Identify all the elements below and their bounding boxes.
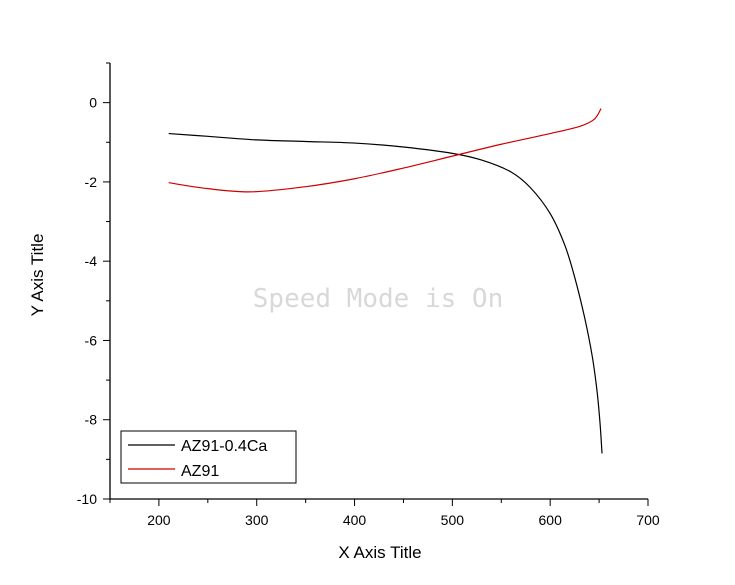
x-tick-label: 500 xyxy=(441,512,465,528)
legend-box xyxy=(120,430,297,484)
x-tick-label: 300 xyxy=(245,512,269,528)
legend: AZ91-0.4Ca AZ91 xyxy=(120,430,297,484)
y-tick-label: -8 xyxy=(85,412,98,428)
y-tick-label: -10 xyxy=(77,491,97,507)
x-tick-label: 600 xyxy=(539,512,563,528)
series-line-az91-0.4ca xyxy=(168,132,603,454)
x-tick-label: 700 xyxy=(636,512,660,528)
x-axis-title: X Axis Title xyxy=(338,543,421,562)
y-tick-label: 0 xyxy=(89,95,97,111)
y-tick-label: -4 xyxy=(85,253,98,269)
legend-label-az91-0.4ca: AZ91-0.4Ca xyxy=(181,438,267,455)
legend-label-az91: AZ91 xyxy=(181,463,219,480)
axes: 200 300 400 500 600 700 0 -2 -4 -6 -8 -10 xyxy=(77,62,660,528)
series-layer xyxy=(168,108,603,454)
y-tick-label: -2 xyxy=(85,174,98,190)
y-axis-title: Y Axis Title xyxy=(28,234,47,317)
watermark-text: Speed Mode is On xyxy=(253,284,503,314)
x-tick-label: 200 xyxy=(147,512,171,528)
y-tick-label: -6 xyxy=(85,332,98,348)
x-tick-label: 400 xyxy=(343,512,367,528)
series-line-az91 xyxy=(168,108,602,193)
